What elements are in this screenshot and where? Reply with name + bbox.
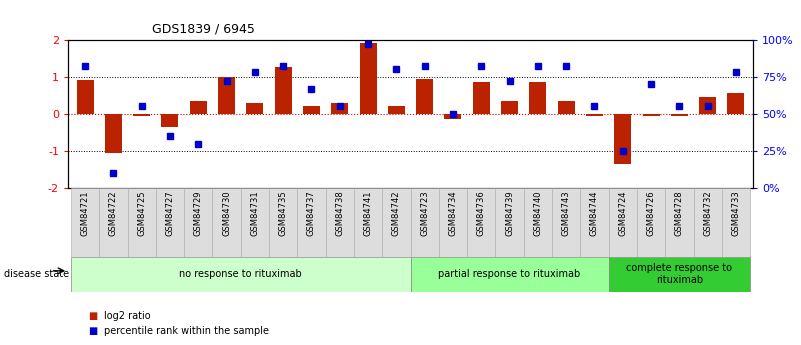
Bar — [332, 103, 348, 114]
Bar — [529, 82, 546, 114]
Bar — [671, 114, 688, 117]
FancyBboxPatch shape — [326, 188, 354, 257]
FancyBboxPatch shape — [694, 188, 722, 257]
Text: GSM84738: GSM84738 — [336, 190, 344, 236]
Bar — [247, 103, 264, 114]
Bar — [699, 97, 716, 114]
FancyBboxPatch shape — [212, 188, 241, 257]
Text: partial response to rituximab: partial response to rituximab — [438, 269, 581, 279]
Bar — [445, 114, 461, 119]
Text: ■: ■ — [88, 311, 98, 321]
FancyBboxPatch shape — [127, 188, 156, 257]
Text: GSM84727: GSM84727 — [166, 190, 175, 236]
Text: log2 ratio: log2 ratio — [104, 311, 151, 321]
Text: GSM84744: GSM84744 — [590, 190, 599, 236]
Bar — [388, 107, 405, 114]
Text: GSM84741: GSM84741 — [364, 190, 372, 236]
Text: no response to rituximab: no response to rituximab — [179, 269, 302, 279]
Text: GSM84721: GSM84721 — [81, 190, 90, 236]
FancyBboxPatch shape — [495, 188, 524, 257]
Bar — [360, 43, 376, 114]
Bar — [218, 77, 235, 114]
Text: GSM84737: GSM84737 — [307, 190, 316, 236]
Text: percentile rank within the sample: percentile rank within the sample — [104, 326, 269, 336]
FancyBboxPatch shape — [580, 188, 609, 257]
Text: GSM84731: GSM84731 — [251, 190, 260, 236]
Bar — [303, 107, 320, 114]
FancyBboxPatch shape — [184, 188, 212, 257]
Bar — [190, 101, 207, 114]
Bar — [473, 82, 489, 114]
FancyBboxPatch shape — [665, 188, 694, 257]
Bar — [586, 114, 603, 117]
Text: GSM84739: GSM84739 — [505, 190, 514, 236]
FancyBboxPatch shape — [382, 188, 410, 257]
Text: GSM84740: GSM84740 — [533, 190, 542, 236]
Text: GSM84725: GSM84725 — [137, 190, 146, 236]
FancyBboxPatch shape — [99, 188, 127, 257]
Text: GSM84724: GSM84724 — [618, 190, 627, 236]
Text: ■: ■ — [88, 326, 98, 336]
Text: GSM84722: GSM84722 — [109, 190, 118, 236]
Bar — [105, 114, 122, 153]
FancyBboxPatch shape — [410, 188, 439, 257]
FancyBboxPatch shape — [297, 188, 326, 257]
Bar — [275, 68, 292, 114]
Bar — [557, 101, 574, 114]
Text: disease state: disease state — [4, 269, 69, 279]
Text: complete response to
rituximab: complete response to rituximab — [626, 264, 732, 285]
FancyBboxPatch shape — [609, 188, 637, 257]
FancyBboxPatch shape — [552, 188, 580, 257]
Text: GSM84734: GSM84734 — [449, 190, 457, 236]
Text: GSM84733: GSM84733 — [731, 190, 740, 236]
Bar — [642, 114, 659, 117]
FancyBboxPatch shape — [269, 188, 297, 257]
Text: GDS1839 / 6945: GDS1839 / 6945 — [152, 22, 255, 36]
FancyBboxPatch shape — [71, 257, 410, 292]
Text: GSM84735: GSM84735 — [279, 190, 288, 236]
FancyBboxPatch shape — [467, 188, 495, 257]
Text: GSM84743: GSM84743 — [562, 190, 570, 236]
Text: GSM84742: GSM84742 — [392, 190, 400, 236]
FancyBboxPatch shape — [637, 188, 665, 257]
Bar — [77, 80, 94, 114]
FancyBboxPatch shape — [410, 257, 609, 292]
Bar — [727, 93, 744, 114]
FancyBboxPatch shape — [71, 188, 99, 257]
Text: GSM84732: GSM84732 — [703, 190, 712, 236]
FancyBboxPatch shape — [439, 188, 467, 257]
Text: GSM84730: GSM84730 — [222, 190, 231, 236]
FancyBboxPatch shape — [354, 188, 382, 257]
Bar — [501, 101, 518, 114]
Text: GSM84728: GSM84728 — [675, 190, 684, 236]
Bar — [614, 114, 631, 164]
Text: GSM84736: GSM84736 — [477, 190, 485, 236]
FancyBboxPatch shape — [609, 257, 750, 292]
Text: GSM84726: GSM84726 — [646, 190, 655, 236]
FancyBboxPatch shape — [241, 188, 269, 257]
Bar — [417, 79, 433, 114]
Bar — [133, 114, 150, 116]
Text: GSM84723: GSM84723 — [421, 190, 429, 236]
Bar — [162, 114, 179, 127]
FancyBboxPatch shape — [156, 188, 184, 257]
FancyBboxPatch shape — [722, 188, 750, 257]
Text: GSM84729: GSM84729 — [194, 190, 203, 236]
FancyBboxPatch shape — [524, 188, 552, 257]
